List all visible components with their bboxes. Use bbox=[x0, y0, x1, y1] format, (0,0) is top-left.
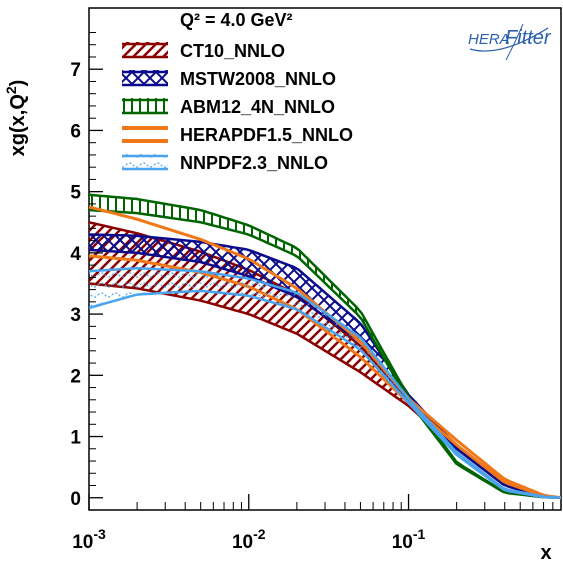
band-lower-line-4 bbox=[89, 254, 561, 500]
y-tick-label-6: 6 bbox=[70, 121, 81, 142]
legend-label-4: HERAPDF1.5_NNLO bbox=[180, 125, 353, 145]
legend-item-2: MSTW2008_NNLO bbox=[122, 69, 336, 89]
legend-item-1: CT10_NNLO bbox=[122, 41, 285, 61]
legend-label-2: MSTW2008_NNLO bbox=[180, 69, 336, 89]
y-tick-label-0: 0 bbox=[70, 489, 81, 510]
legend-swatch-1 bbox=[122, 42, 168, 58]
legend-swatch-2 bbox=[122, 70, 168, 86]
legend-swatch-3 bbox=[122, 98, 168, 114]
x-tick-label-0: 10-3 bbox=[72, 526, 106, 553]
y-tick-label-3: 3 bbox=[70, 305, 81, 326]
herafitter-logo: HERA Fitter bbox=[468, 23, 552, 61]
legend-label-3: ABM12_4N_NNLO bbox=[180, 97, 335, 117]
legend-title: Q² = 4.0 GeV² bbox=[180, 10, 293, 30]
y-tick-label-2: 2 bbox=[70, 366, 81, 387]
band-fill-5 bbox=[89, 268, 561, 498]
y-tick-label-5: 5 bbox=[70, 183, 81, 204]
y-tick-label-4: 4 bbox=[70, 244, 81, 265]
legend-item-5: NNPDF2.3_NNLO bbox=[122, 153, 328, 173]
legend-item-4: HERAPDF1.5_NNLO bbox=[122, 125, 353, 145]
legend-label-5: NNPDF2.3_NNLO bbox=[180, 153, 328, 173]
band-upper-line-5 bbox=[89, 266, 561, 500]
band-lower-line-3 bbox=[89, 208, 561, 500]
legend-swatch-5 bbox=[122, 154, 168, 170]
logo-text-a: HERA bbox=[468, 31, 510, 48]
axes: 0 1 2 3 4 5 6 7 10-3 10-2 10-1 bbox=[70, 31, 562, 553]
y-axis-title: xg(x,Q2) bbox=[3, 80, 29, 157]
y-tick-label-7: 7 bbox=[70, 60, 81, 81]
x-tick-label-2: 10-1 bbox=[392, 526, 426, 553]
y-tick-label-1: 1 bbox=[70, 428, 81, 449]
band-3 bbox=[89, 193, 561, 500]
x-tick-label-1: 10-2 bbox=[232, 526, 266, 553]
legend: Q² = 4.0 GeV² CT10_NNLO MSTW2008_NNLO ABM12… bbox=[122, 10, 353, 173]
legend-label-1: CT10_NNLO bbox=[180, 41, 285, 61]
band-5 bbox=[89, 266, 561, 500]
x-axis-title: x bbox=[540, 542, 551, 564]
band-lower-line-5 bbox=[89, 289, 561, 500]
legend-item-3: ABM12_4N_NNLO bbox=[122, 97, 335, 117]
data-bands bbox=[89, 193, 561, 500]
